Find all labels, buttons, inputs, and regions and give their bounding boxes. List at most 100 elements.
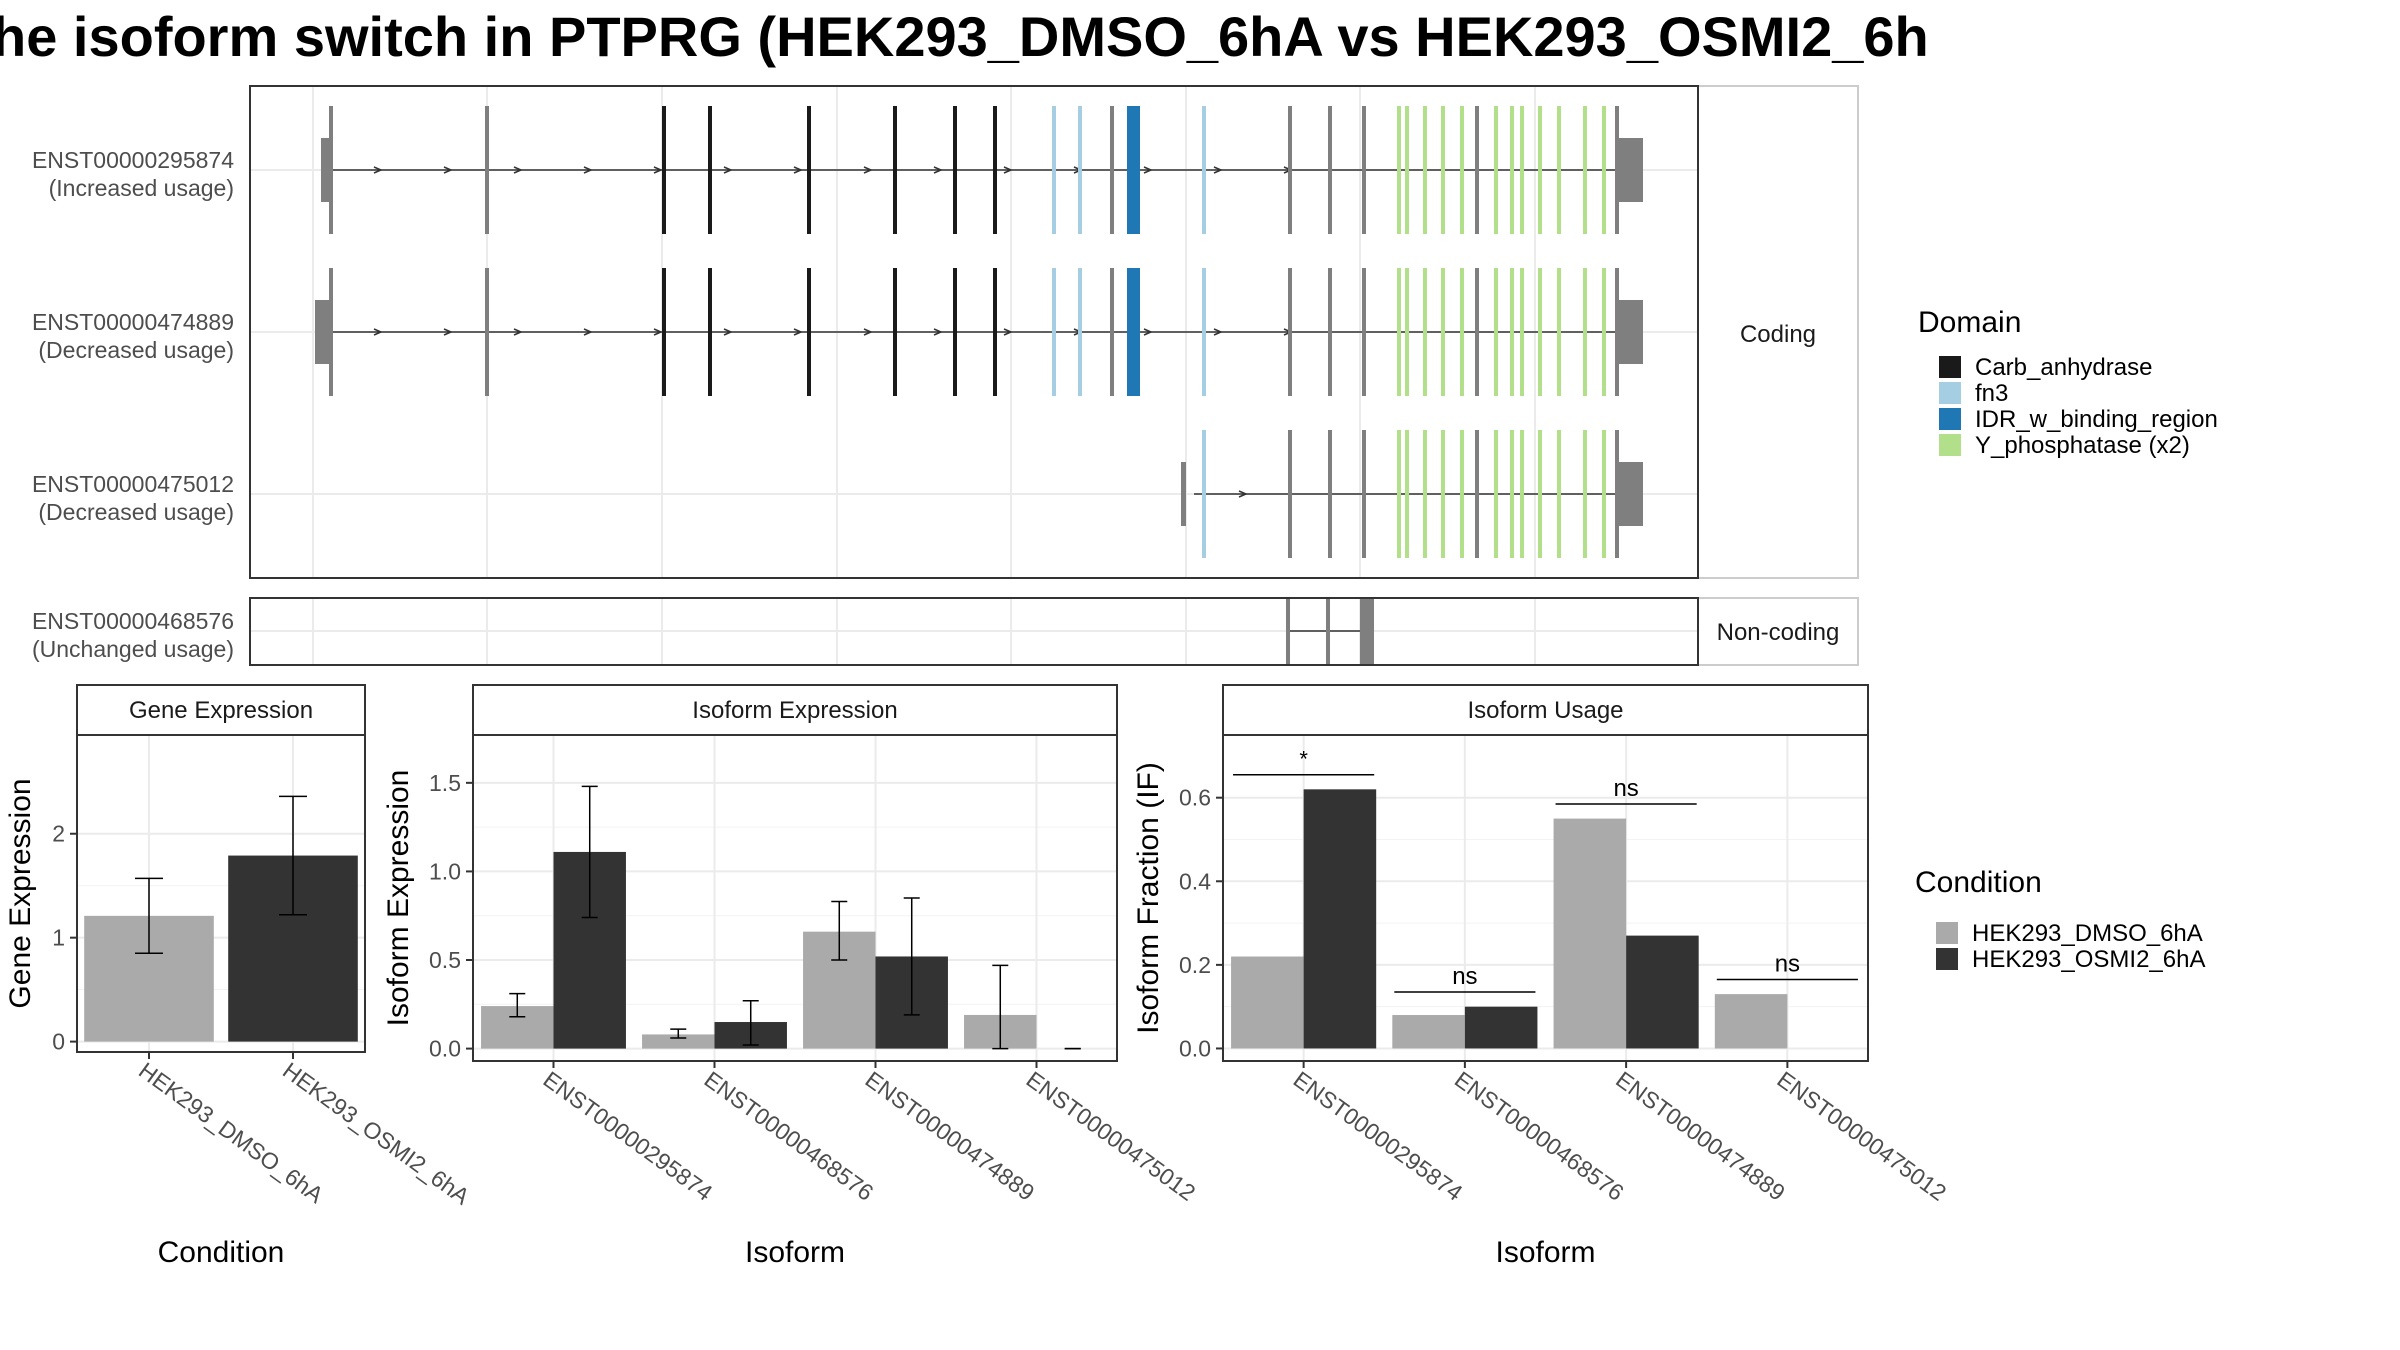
isoform-track [1181,430,1643,558]
exon-mark [1202,268,1206,396]
bar [1392,1015,1465,1049]
x-tick-label: ENST00000295874 [539,1066,718,1206]
exon-mark [1078,106,1082,234]
x-axis-title: Isoform [745,1236,845,1269]
direction-arrow [933,328,943,336]
significance-label: ns [1775,951,1800,978]
direction-arrow [1143,328,1153,336]
exon-mark [1078,268,1082,396]
exon-mark [1202,430,1206,558]
exon-mark [1423,430,1427,558]
panel-title: Isoform Expression [692,697,897,724]
legend-key-carb_anhydrase [1939,356,1961,378]
direction-arrow [443,328,453,336]
exon-mark [1110,106,1114,234]
legend-key-condition [1936,948,1958,970]
exon-mark [485,268,489,396]
direction-arrow [513,166,523,174]
direction-arrow [653,166,663,174]
legend-key-idr_w_binding_region [1939,408,1961,430]
x-tick-label: ENST00000295874 [1289,1066,1468,1206]
exon-mark [1475,430,1479,558]
legend-key-fn3 [1939,382,1961,404]
exon-mark [1441,268,1445,396]
isoform-expression-panel: Isoform Expression 0.0 0.5 1.0 1.5 ENST000002… [382,684,1201,1269]
exon-mark [1405,106,1409,234]
y-tick-label: 0.6 [1179,785,1211,811]
coding-strip [1697,85,1859,579]
y-axis-title: Isoform Fraction (IF) [1132,762,1165,1034]
isoform-label-usage: (Decreased usage) [38,337,234,363]
exon-mark [1557,268,1561,396]
x-axis-title: Condition [158,1236,285,1269]
noncoding-isoform-track [1286,598,1374,665]
x-tick-label: ENST00000468576 [1450,1066,1629,1206]
direction-arrow [373,328,383,336]
x-tick-label: ENST00000468576 [700,1066,879,1206]
exon-mark [1362,106,1366,234]
y-tick-label: 1.5 [429,770,461,796]
exon-mark [993,106,997,234]
exon-mark [1475,268,1479,396]
exon-mark [1326,598,1330,665]
utr-exon [321,138,330,202]
utr-exon [315,300,330,364]
direction-arrow [863,328,873,336]
condition-legend: Condition HEK293_DMSO_6hAHEK293_OSMI2_6h… [1915,866,2205,973]
exon-mark [807,268,811,396]
exon-mark [1405,430,1409,558]
isoform-track [321,106,1643,234]
y-tick-label: 0.0 [1179,1035,1211,1061]
isoform-label-id: ENST00000474889 [32,309,234,335]
direction-arrow [793,328,803,336]
transcript-structure-panel: Coding Non-coding ENST00000295874(Increase… [32,85,1859,666]
exon-mark [329,268,333,396]
y-tick-label: 0.4 [1179,868,1211,894]
utr-exon-3prime [1615,300,1643,364]
exon-mark [1557,430,1561,558]
exon-mark [1520,430,1524,558]
noncoding-strip-label: Non-coding [1717,619,1840,646]
exon-mark [1202,106,1206,234]
isoform-label-usage: (Unchanged usage) [32,636,234,662]
idr-domain-block [1127,106,1140,234]
exon-mark [1475,106,1479,234]
direction-arrow [443,166,453,174]
plot-frame [76,734,366,1053]
y-tick-label: 0.2 [1179,952,1211,978]
exon-mark [1602,430,1606,558]
x-tick-label: ENST00000474889 [861,1066,1040,1206]
exon-mark [1510,268,1514,396]
legend-label: HEK293_DMSO_6hA [1972,920,2203,947]
x-tick-label: ENST00000475012 [1022,1066,1201,1206]
exon-mark [1538,268,1542,396]
exon-mark [1583,430,1587,558]
exon-mark [807,106,811,234]
exon-mark [1405,268,1409,396]
exon-mark [662,106,666,234]
direction-arrow [1238,490,1248,498]
bar [1303,789,1377,1049]
exon-mark [1494,106,1498,234]
exon-mark [1460,430,1464,558]
direction-arrow [723,166,733,174]
bar [1464,1006,1538,1049]
direction-arrow [1213,166,1223,174]
y-tick-label: 2 [52,821,65,847]
exon-mark [1052,106,1056,234]
panel-title: Isoform Usage [1467,697,1623,724]
y-tick-label: 1.0 [429,858,461,884]
exon-mark [893,106,897,234]
y-tick-label: 0.5 [429,947,461,973]
exon-mark [708,268,712,396]
exon-mark [953,106,957,234]
exon-mark [1557,106,1561,234]
direction-arrow [1003,328,1013,336]
idr-domain-block [1127,268,1140,396]
direction-arrow [863,166,873,174]
panel-title: Gene Expression [129,697,313,724]
coding-strip-label: Coding [1740,321,1816,348]
exon-mark [1362,268,1366,396]
y-tick-label: 1 [52,925,65,951]
